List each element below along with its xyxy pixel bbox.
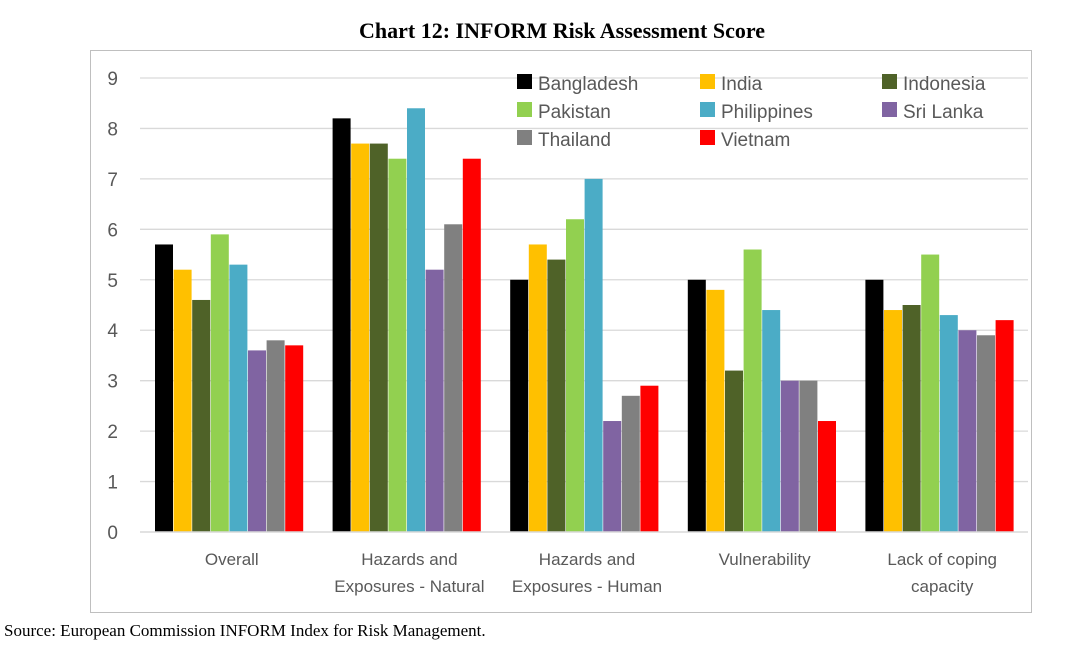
bar-pakistan-2 (566, 219, 584, 532)
bar-india-0 (173, 269, 192, 532)
category-label: Hazards and (539, 550, 635, 569)
legend-label: Thailand (538, 130, 611, 151)
bar-pakistan-1 (388, 158, 407, 532)
bar-india-1 (351, 143, 370, 533)
chart-frame (90, 50, 1032, 613)
legend-label: Bangladesh (538, 74, 638, 95)
y-tick-label: 7 (107, 170, 118, 191)
bar-bangladesh-1 (332, 118, 351, 532)
legend: Bangladesh India Indonesia Pakistan Philippi… (517, 74, 986, 151)
category-label: Hazards and (361, 550, 457, 569)
category-label: Vulnerability (719, 550, 811, 569)
category-label: Lack of coping (887, 550, 997, 569)
category-labels: Overall Hazards and Exposures - Natural Haz… (205, 550, 997, 596)
bar-bangladesh-0 (155, 244, 173, 532)
source-note: Source: European Commission INFORM Index… (4, 621, 486, 640)
bar-bangladesh-3 (687, 279, 706, 532)
bar-thailand-3 (799, 380, 818, 532)
legend-label: India (721, 74, 763, 95)
bar-indonesia-1 (369, 143, 388, 533)
y-tick-label: 1 (107, 473, 118, 494)
legend-swatch-indonesia (882, 74, 897, 89)
bar-vietnam-3 (818, 421, 836, 532)
legend-swatch-philippines (700, 102, 715, 117)
chart-title: Chart 12: INFORM Risk Assessment Score (359, 18, 765, 43)
bar-india-2 (528, 244, 547, 532)
bar-india-4 (884, 310, 902, 532)
y-tick-label: 5 (107, 271, 118, 292)
legend-label: Vietnam (721, 130, 790, 151)
bar-sri-lanka-2 (603, 421, 622, 532)
category-label: Overall (205, 550, 259, 569)
y-tick-label: 3 (107, 372, 118, 393)
legend-swatch-vietnam (700, 130, 715, 145)
y-tick-label: 0 (107, 523, 118, 544)
bar-bangladesh-2 (510, 279, 529, 532)
bar-thailand-0 (266, 340, 285, 532)
bar-bangladesh-4 (865, 279, 884, 532)
category-label: Exposures - Human (512, 577, 662, 596)
bar-philippines-0 (229, 264, 248, 532)
bar-sri-lanka-0 (248, 350, 266, 532)
bar-indonesia-4 (902, 305, 921, 532)
bars (155, 108, 1014, 533)
bar-indonesia-2 (547, 259, 566, 532)
bar-vietnam-2 (640, 385, 659, 532)
legend-swatch-pakistan (517, 102, 532, 117)
bar-sri-lanka-4 (958, 330, 977, 532)
y-axis-ticks: 0 1 2 3 4 5 6 7 8 9 (107, 69, 118, 544)
legend-label: Indonesia (903, 74, 986, 95)
bar-philippines-1 (407, 108, 425, 533)
bar-sri-lanka-3 (780, 380, 799, 532)
y-tick-label: 2 (107, 422, 118, 443)
bar-vietnam-0 (285, 345, 304, 532)
legend-swatch-thailand (517, 130, 532, 145)
legend-label: Philippines (721, 102, 813, 123)
bar-thailand-1 (444, 224, 463, 533)
y-tick-label: 4 (107, 321, 118, 342)
bar-indonesia-0 (192, 299, 211, 532)
bar-india-3 (706, 289, 725, 532)
bar-philippines-4 (939, 315, 958, 532)
bar-pakistan-4 (921, 254, 940, 533)
y-tick-label: 6 (107, 220, 118, 241)
legend-label: Pakistan (538, 102, 611, 123)
y-tick-label: 8 (107, 119, 118, 140)
bar-pakistan-0 (210, 234, 229, 532)
legend-swatch-india (700, 74, 715, 89)
bar-sri-lanka-1 (425, 269, 444, 532)
legend-swatch-sri-lanka (882, 102, 897, 117)
bar-thailand-4 (977, 335, 995, 532)
bar-pakistan-3 (743, 249, 762, 532)
bar-vietnam-4 (995, 320, 1014, 532)
bar-philippines-3 (762, 310, 781, 532)
legend-label: Sri Lanka (903, 102, 984, 123)
bar-vietnam-1 (462, 158, 481, 532)
legend-swatch-bangladesh (517, 74, 532, 89)
category-label: capacity (911, 577, 974, 596)
y-tick-label: 9 (107, 69, 118, 90)
bar-thailand-2 (621, 395, 640, 532)
category-label: Exposures - Natural (334, 577, 484, 596)
bar-philippines-2 (584, 178, 603, 532)
bar-indonesia-3 (725, 370, 743, 532)
